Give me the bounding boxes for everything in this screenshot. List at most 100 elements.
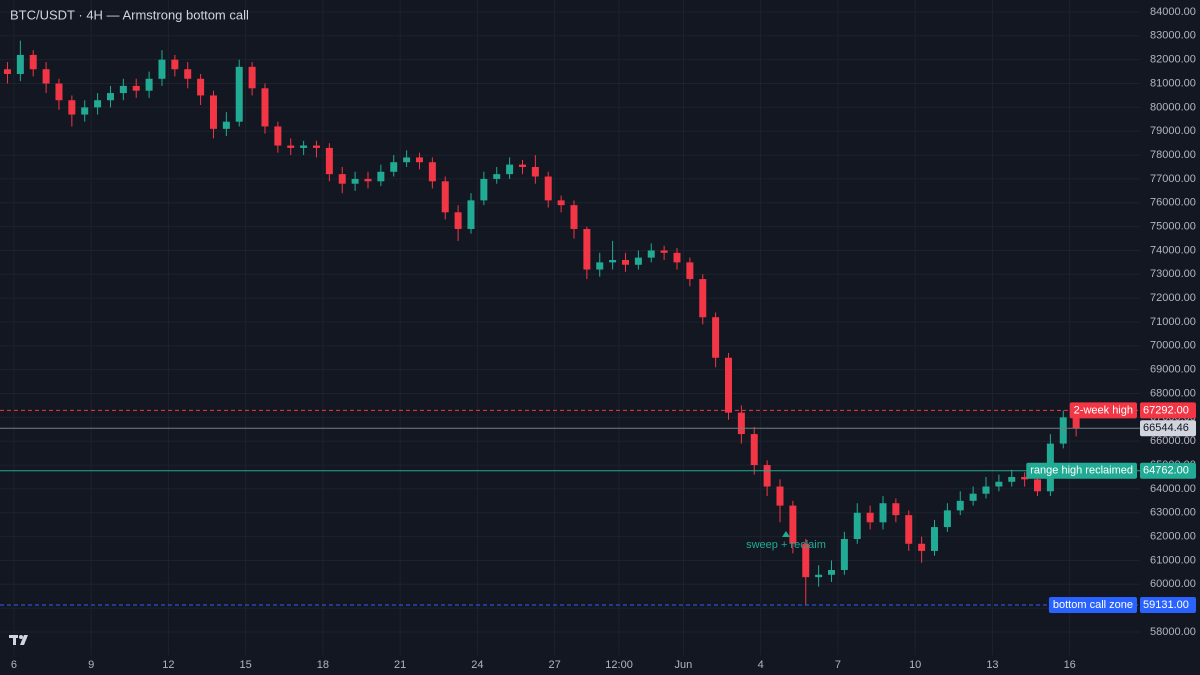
candle-body — [1021, 476, 1029, 480]
price-line-name-box — [1069, 402, 1137, 419]
marks-layer — [0, 40, 1140, 606]
candle-body — [531, 166, 539, 177]
x-tick-label: 13 — [986, 659, 998, 671]
price-line-name: 2-week high — [1074, 404, 1133, 416]
x-tick-label: 6 — [11, 659, 17, 671]
candle-body — [300, 145, 308, 148]
candle-body — [364, 178, 372, 182]
candle-body — [815, 574, 823, 578]
x-tick-label: 9 — [88, 659, 94, 671]
candle-body — [274, 126, 282, 146]
candle-body — [261, 88, 269, 127]
x-tick-label: 27 — [549, 659, 561, 671]
candle-body — [171, 59, 179, 70]
candle-body — [634, 257, 642, 265]
last-price-label: 66544.46 — [1143, 422, 1189, 434]
x-tick-label: 7 — [835, 659, 841, 671]
candle-body — [724, 357, 732, 413]
candle-body — [853, 512, 861, 539]
candle-body — [673, 252, 681, 263]
candle-body — [415, 157, 423, 163]
candle-body — [802, 543, 810, 578]
candle-body — [943, 510, 951, 528]
y-tick-label: 62000.00 — [1150, 531, 1196, 543]
candle-body — [596, 262, 604, 270]
x-tick-label: 10 — [909, 659, 921, 671]
y-tick-label: 77000.00 — [1150, 173, 1196, 185]
price-line-value: 64762.00 — [1143, 465, 1189, 477]
price-line-value-box — [1140, 597, 1196, 614]
candle-body — [763, 465, 771, 487]
candle-body — [467, 200, 475, 229]
candle-body — [1034, 479, 1042, 492]
x-tick-label: 21 — [394, 659, 406, 671]
price-line-value: 59131.00 — [1143, 599, 1189, 611]
candle-body — [197, 78, 205, 96]
y-tick-label: 81000.00 — [1150, 77, 1196, 89]
candle-body — [931, 527, 939, 551]
candle-body — [699, 279, 707, 318]
candle-body — [222, 121, 230, 129]
y-tick-label: 61000.00 — [1150, 554, 1196, 566]
candle-body — [312, 145, 320, 148]
candle-body — [29, 54, 37, 70]
labels-layer: 58000.0059000.0060000.0061000.0062000.00… — [11, 6, 1196, 671]
price-line-name: range high reclaimed — [1030, 465, 1133, 477]
price-line-name: bottom call zone — [1053, 599, 1133, 611]
price-line-value-box — [1140, 402, 1196, 419]
y-tick-label: 73000.00 — [1150, 268, 1196, 280]
x-tick-label: 16 — [1064, 659, 1076, 671]
candle-body — [518, 164, 526, 167]
candle-body — [132, 85, 140, 91]
candle-body — [905, 515, 913, 544]
x-tick-label: 12:00 — [605, 659, 633, 671]
last-price-box — [1140, 420, 1196, 437]
annotation: sweep + reclaim — [746, 539, 826, 551]
candle-body — [55, 83, 63, 101]
candle-body — [493, 174, 501, 179]
x-tick-label: 24 — [471, 659, 483, 671]
grid-layer — [0, 0, 1140, 655]
candle-body — [828, 569, 836, 575]
y-tick-label: 84000.00 — [1150, 6, 1196, 18]
candle-body — [776, 486, 784, 506]
candle-body — [81, 107, 89, 115]
candle-body — [184, 69, 192, 79]
logo-part — [13, 635, 16, 645]
candle-body — [969, 493, 977, 501]
candle-body — [3, 69, 11, 74]
candle-body — [956, 500, 964, 511]
candle-body — [145, 78, 153, 91]
y-tick-label: 63000.00 — [1150, 507, 1196, 519]
y-tick-label: 76000.00 — [1150, 197, 1196, 209]
candle-body — [982, 486, 990, 494]
candle-body — [1072, 417, 1080, 429]
y-tick-label: 82000.00 — [1150, 54, 1196, 66]
candle-body — [428, 162, 436, 182]
y-tick-label: 66000.00 — [1150, 435, 1196, 447]
candle-body — [1008, 476, 1016, 482]
candle-body — [119, 85, 127, 94]
candle-body — [789, 505, 797, 544]
price-line-value: 67292.00 — [1143, 404, 1189, 416]
candle-body — [403, 157, 411, 163]
logo — [9, 635, 28, 645]
candle-body — [158, 59, 166, 79]
candle-body — [94, 100, 102, 108]
y-tick-label: 72000.00 — [1150, 292, 1196, 304]
candle-body — [621, 259, 629, 265]
candle-body — [42, 69, 50, 84]
candle-body — [750, 434, 758, 466]
x-tick-label: 12 — [162, 659, 174, 671]
x-tick-label: 15 — [240, 659, 252, 671]
y-tick-label: 58000.00 — [1150, 626, 1196, 638]
y-tick-label: 68000.00 — [1150, 387, 1196, 399]
y-tick-label: 70000.00 — [1150, 340, 1196, 352]
candle-body — [454, 212, 462, 229]
candle-body — [16, 54, 24, 74]
candle-body — [441, 181, 449, 213]
x-tick-label: 4 — [758, 659, 764, 671]
